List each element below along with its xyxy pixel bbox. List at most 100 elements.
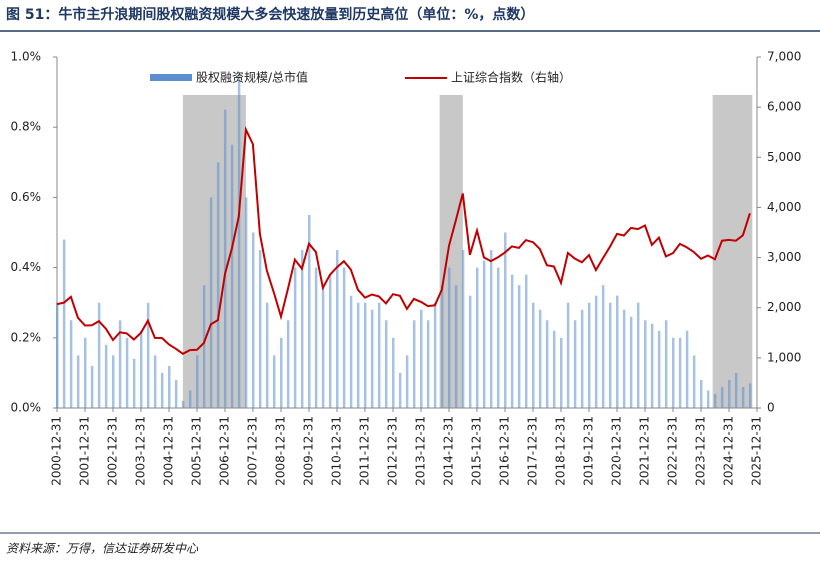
bar — [706, 390, 710, 408]
bar — [468, 295, 472, 408]
bar — [377, 302, 381, 408]
source: 资料来源：万得，信达证券研发中心 — [6, 542, 199, 556]
chart-title: 图 51：牛市主升浪期间股权融资规模大多会快速放量到历史高位（单位：%，点数） — [6, 6, 534, 23]
bar — [258, 250, 262, 408]
bar — [636, 302, 640, 408]
bar — [454, 285, 458, 408]
bar — [153, 355, 157, 408]
bar — [601, 285, 605, 408]
x-tick-label: 2007-12-31 — [245, 416, 259, 486]
bar — [587, 302, 591, 408]
bar — [699, 379, 703, 408]
bar — [237, 74, 241, 409]
bar — [552, 330, 556, 408]
bar — [62, 239, 66, 408]
bar — [398, 372, 402, 408]
bar — [314, 267, 318, 408]
bar — [118, 320, 122, 408]
bar — [734, 372, 738, 408]
bar — [280, 337, 283, 408]
bar — [573, 320, 577, 408]
bar — [160, 372, 164, 408]
bar — [251, 232, 255, 408]
bar — [272, 355, 276, 408]
x-tick-label: 2024-12-31 — [722, 416, 736, 486]
bar — [419, 309, 423, 408]
bar — [524, 274, 528, 408]
bar — [517, 285, 521, 408]
bar — [139, 330, 143, 408]
bar — [230, 144, 234, 408]
x-tick-label: 2012-12-31 — [386, 416, 400, 486]
bar — [349, 295, 353, 408]
legend-label: 股权融资规模/总市值 — [196, 70, 308, 85]
bar — [713, 393, 717, 408]
bar — [678, 337, 682, 408]
bar — [335, 250, 339, 408]
bar — [475, 267, 479, 408]
bar — [447, 267, 451, 408]
x-tick-label: 2018-12-31 — [553, 416, 567, 486]
y2-tick-label: 7,000 — [767, 50, 801, 64]
bar — [720, 386, 724, 408]
bar — [440, 285, 444, 408]
bar — [111, 355, 115, 408]
bar — [168, 365, 171, 408]
x-tick-label: 2014-12-31 — [441, 416, 455, 486]
bar — [650, 323, 654, 408]
y-tick-label: 0.2% — [11, 330, 42, 344]
bar — [356, 302, 360, 408]
bar — [545, 320, 549, 408]
x-tick-label: 2015-12-31 — [469, 416, 483, 486]
x-tick-label: 2008-12-31 — [274, 416, 288, 486]
bar — [370, 309, 374, 408]
bar — [216, 162, 220, 408]
bar — [643, 320, 647, 408]
x-tick-label: 2019-12-31 — [581, 416, 595, 486]
y2-tick-label: 6,000 — [767, 100, 801, 114]
bar — [384, 320, 388, 408]
bar — [195, 355, 199, 408]
bar — [209, 197, 213, 408]
y-tick-label: 0.0% — [11, 401, 42, 415]
bar — [741, 386, 745, 408]
legend-label: 上证综合指数（右轴） — [451, 70, 571, 85]
highlight-band — [712, 95, 753, 408]
y2-tick-label: 3,000 — [767, 250, 801, 264]
x-tick-label: 2001-12-31 — [77, 416, 91, 486]
y2-tick-label: 5,000 — [767, 150, 801, 164]
bar — [412, 320, 416, 408]
bar — [83, 337, 87, 408]
bar — [188, 390, 192, 408]
bar — [69, 320, 73, 408]
bar — [146, 302, 150, 408]
x-tick-label: 2022-12-31 — [665, 416, 679, 486]
x-tick-label: 2011-12-31 — [357, 416, 371, 486]
bar — [566, 302, 570, 408]
bar — [496, 267, 500, 408]
bar — [97, 302, 101, 408]
x-tick-label: 2020-12-31 — [610, 416, 624, 486]
x-tick-label: 2005-12-31 — [189, 416, 203, 486]
bar — [594, 295, 598, 408]
bar — [321, 285, 325, 408]
bar — [223, 109, 227, 409]
bar — [629, 316, 633, 408]
bar — [728, 379, 731, 408]
bar — [671, 337, 675, 408]
bar — [244, 197, 248, 408]
y-tick-label: 0.6% — [11, 190, 42, 204]
bar — [559, 337, 563, 408]
bar — [265, 302, 269, 408]
bar — [426, 320, 430, 408]
bar — [286, 320, 290, 408]
bar — [664, 320, 668, 408]
x-tick-label: 2009-12-31 — [301, 416, 315, 486]
bar — [531, 302, 535, 408]
bar — [685, 330, 689, 408]
bar — [482, 260, 486, 408]
bar — [433, 302, 437, 408]
x-tick-label: 2013-12-31 — [413, 416, 427, 486]
highlight-band — [182, 95, 246, 408]
